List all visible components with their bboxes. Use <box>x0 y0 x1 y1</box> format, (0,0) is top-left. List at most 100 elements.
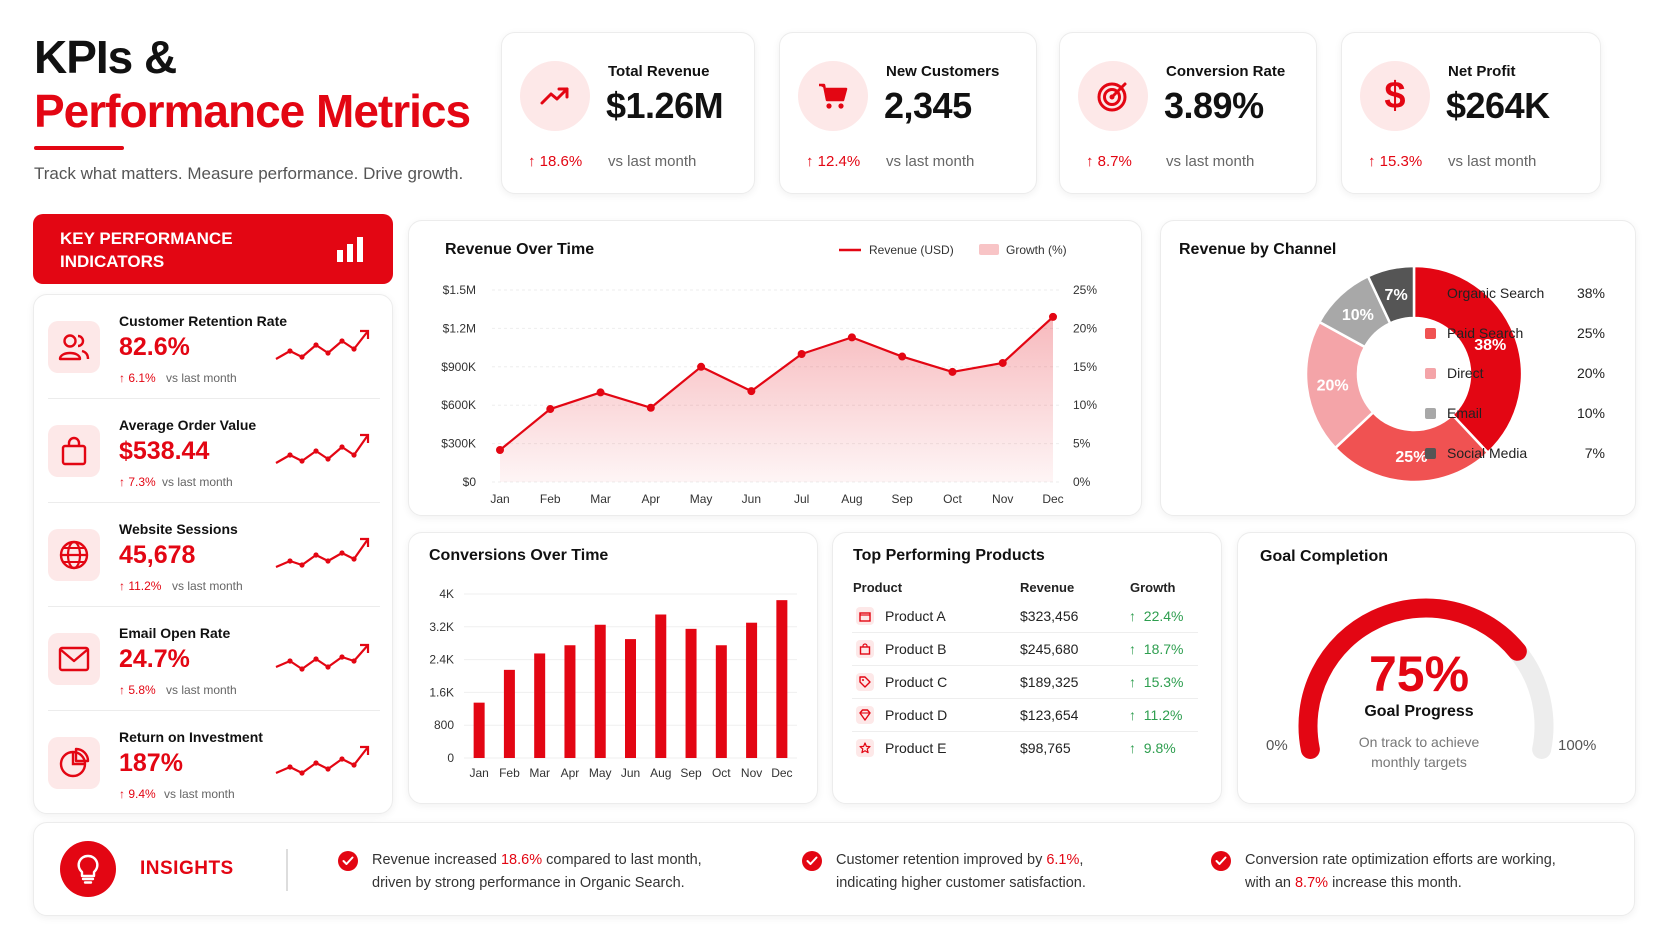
legend-swatch <box>1425 408 1436 419</box>
legend-item: Direct 20% <box>1425 364 1605 384</box>
bar <box>473 702 485 758</box>
insight-text: Revenue increased 18.6% compared to last… <box>372 852 702 891</box>
trending-up-icon <box>520 61 590 131</box>
kpi-compare: vs last month <box>886 153 975 170</box>
products-header-revenue: Revenue <box>1020 580 1075 595</box>
kpi-card-net-profit[interactable]: $ Net Profit $264K ↑ 15.3% vs last month <box>1341 32 1601 194</box>
products-header-growth: Growth <box>1130 580 1176 595</box>
kpi-item-value: 187% <box>119 749 183 777</box>
product-growth: ↑ 11.2% <box>1129 707 1183 723</box>
kpi-delta: ↑ 12.4% <box>806 153 861 170</box>
kpi-banner-title: KEY PERFORMANCE INDICATORS <box>60 229 233 271</box>
y2-tick-label: 15% <box>1073 360 1097 374</box>
y-tick-label: 3.2K <box>429 620 454 634</box>
table-row[interactable]: Product D $123,654 ↑ 11.2% <box>852 699 1198 732</box>
product-name: Product E <box>885 740 947 756</box>
legend-swatch <box>1425 328 1436 339</box>
x-tick-label: Oct <box>943 492 962 506</box>
x-tick-label: Dec <box>1042 492 1063 506</box>
check-circle-icon <box>1211 851 1231 871</box>
x-tick-label: Apr <box>641 492 660 506</box>
kpi-item-sessions[interactable]: Website Sessions 45,678 ↑ 11.2% vs last … <box>34 503 394 607</box>
table-row[interactable]: Product E $98,765 ↑ 9.8% <box>852 732 1198 765</box>
pie-chart-icon <box>48 737 100 789</box>
y-tick-label: $1.2M <box>443 321 476 335</box>
kpi-item-label: Customer Retention Rate <box>119 313 288 329</box>
product-growth: ↑ 15.3% <box>1129 674 1184 690</box>
kpi-item-compare: vs last month <box>166 683 237 697</box>
kpi-item-value: 82.6% <box>119 333 190 361</box>
dollar-icon: $ <box>1360 61 1430 131</box>
slice-label: 38% <box>1474 337 1506 354</box>
y2-tick-label: 5% <box>1073 437 1091 451</box>
product-name: Product A <box>885 608 946 624</box>
x-tick-label: May <box>589 766 612 780</box>
product-revenue: $245,680 <box>1020 641 1079 657</box>
kpi-card-new-customers[interactable]: New Customers 2,345 ↑ 12.4% vs last mont… <box>779 32 1037 194</box>
cart-icon <box>798 61 868 131</box>
gauge-progress <box>1298 598 1527 759</box>
product-revenue: $323,456 <box>1020 608 1079 624</box>
bar <box>564 645 576 758</box>
product-name: Product C <box>885 674 948 690</box>
divider <box>48 710 380 711</box>
product-revenue: $189,325 <box>1020 674 1079 690</box>
sparkline <box>275 433 370 464</box>
target-icon <box>1078 61 1148 131</box>
sparkline <box>275 643 370 672</box>
title-block: KPIs & Performance Metrics Track what ma… <box>34 30 504 184</box>
kpi-item-email-open[interactable]: Email Open Rate 24.7% ↑ 5.8% vs last mon… <box>34 607 394 711</box>
divider <box>48 398 380 399</box>
kpi-item-compare: vs last month <box>164 787 235 801</box>
kpi-delta: ↑ 8.7% <box>1086 153 1132 170</box>
check-circle-icon <box>802 851 822 871</box>
table-row[interactable]: Product C $189,325 ↑ 15.3% <box>852 666 1198 699</box>
bar <box>715 645 727 758</box>
goal-gauge <box>1298 598 1554 759</box>
divider <box>48 502 380 503</box>
bar <box>625 639 636 758</box>
insight-text: Conversion rate optimization efforts are… <box>1245 852 1556 891</box>
kpi-card-conversion-rate[interactable]: Conversion Rate 3.89% ↑ 8.7% vs last mon… <box>1059 32 1317 194</box>
arrow-up-icon: ↑ <box>119 371 125 385</box>
kpi-value: 3.89% <box>1164 85 1264 126</box>
legend-label: Direct <box>1447 365 1484 381</box>
arrow-up-icon: ↑ <box>806 153 814 170</box>
bar <box>746 622 758 758</box>
legend-label: Paid Search <box>1447 325 1524 341</box>
kpi-item-compare: vs last month <box>162 475 233 489</box>
kpi-compare: vs last month <box>608 153 697 170</box>
divider <box>286 849 288 891</box>
kpi-label: Total Revenue <box>608 63 710 80</box>
kpi-label: Net Profit <box>1448 63 1516 80</box>
x-tick-label: Mar <box>529 766 550 780</box>
kpi-value: $1.26M <box>606 85 724 126</box>
kpi-item-aov[interactable]: Average Order Value $538.44 ↑ 7.3% vs la… <box>34 399 394 503</box>
kpi-delta: ↑ 18.6% <box>528 153 583 170</box>
legend-item: Social Media 7% <box>1425 444 1605 464</box>
legend-swatch <box>1425 448 1436 459</box>
arrow-up-icon: ↑ <box>119 579 125 593</box>
kpi-item-roi[interactable]: Return on Investment 187% ↑ 9.4% vs last… <box>34 711 394 815</box>
box-icon <box>856 607 874 625</box>
y-tick-label: 1.6K <box>429 685 454 699</box>
legend-swatch <box>1425 288 1436 299</box>
donut-slice <box>1366 264 1416 325</box>
y-tick-label: $900K <box>441 360 476 374</box>
revenue-point <box>697 362 706 371</box>
insight-text: Customer retention improved by 6.1%, indi… <box>836 852 1086 891</box>
x-tick-label: Nov <box>992 492 1013 506</box>
kpi-item-compare: vs last month <box>172 579 243 593</box>
products-card: Top Performing Products <box>832 532 1222 804</box>
kpi-item-retention[interactable]: Customer Retention Rate 82.6% ↑ 6.1% vs … <box>34 295 394 399</box>
title-underline <box>34 146 124 150</box>
page-subtitle: Track what matters. Measure performance.… <box>34 164 464 183</box>
kpi-card-total-revenue[interactable]: Total Revenue $1.26M ↑ 18.6% vs last mon… <box>501 32 755 194</box>
legend-value: 38% <box>1576 285 1605 301</box>
table-row[interactable]: Product B $245,680 ↑ 18.7% <box>852 633 1198 666</box>
kpi-item-label: Return on Investment <box>119 729 263 745</box>
kpi-item-value: $538.44 <box>119 437 210 465</box>
table-row[interactable]: Product A $323,456 ↑ 22.4% <box>852 600 1198 633</box>
x-tick-label: Jun <box>742 492 761 506</box>
card-title: Conversions Over Time <box>429 547 609 564</box>
